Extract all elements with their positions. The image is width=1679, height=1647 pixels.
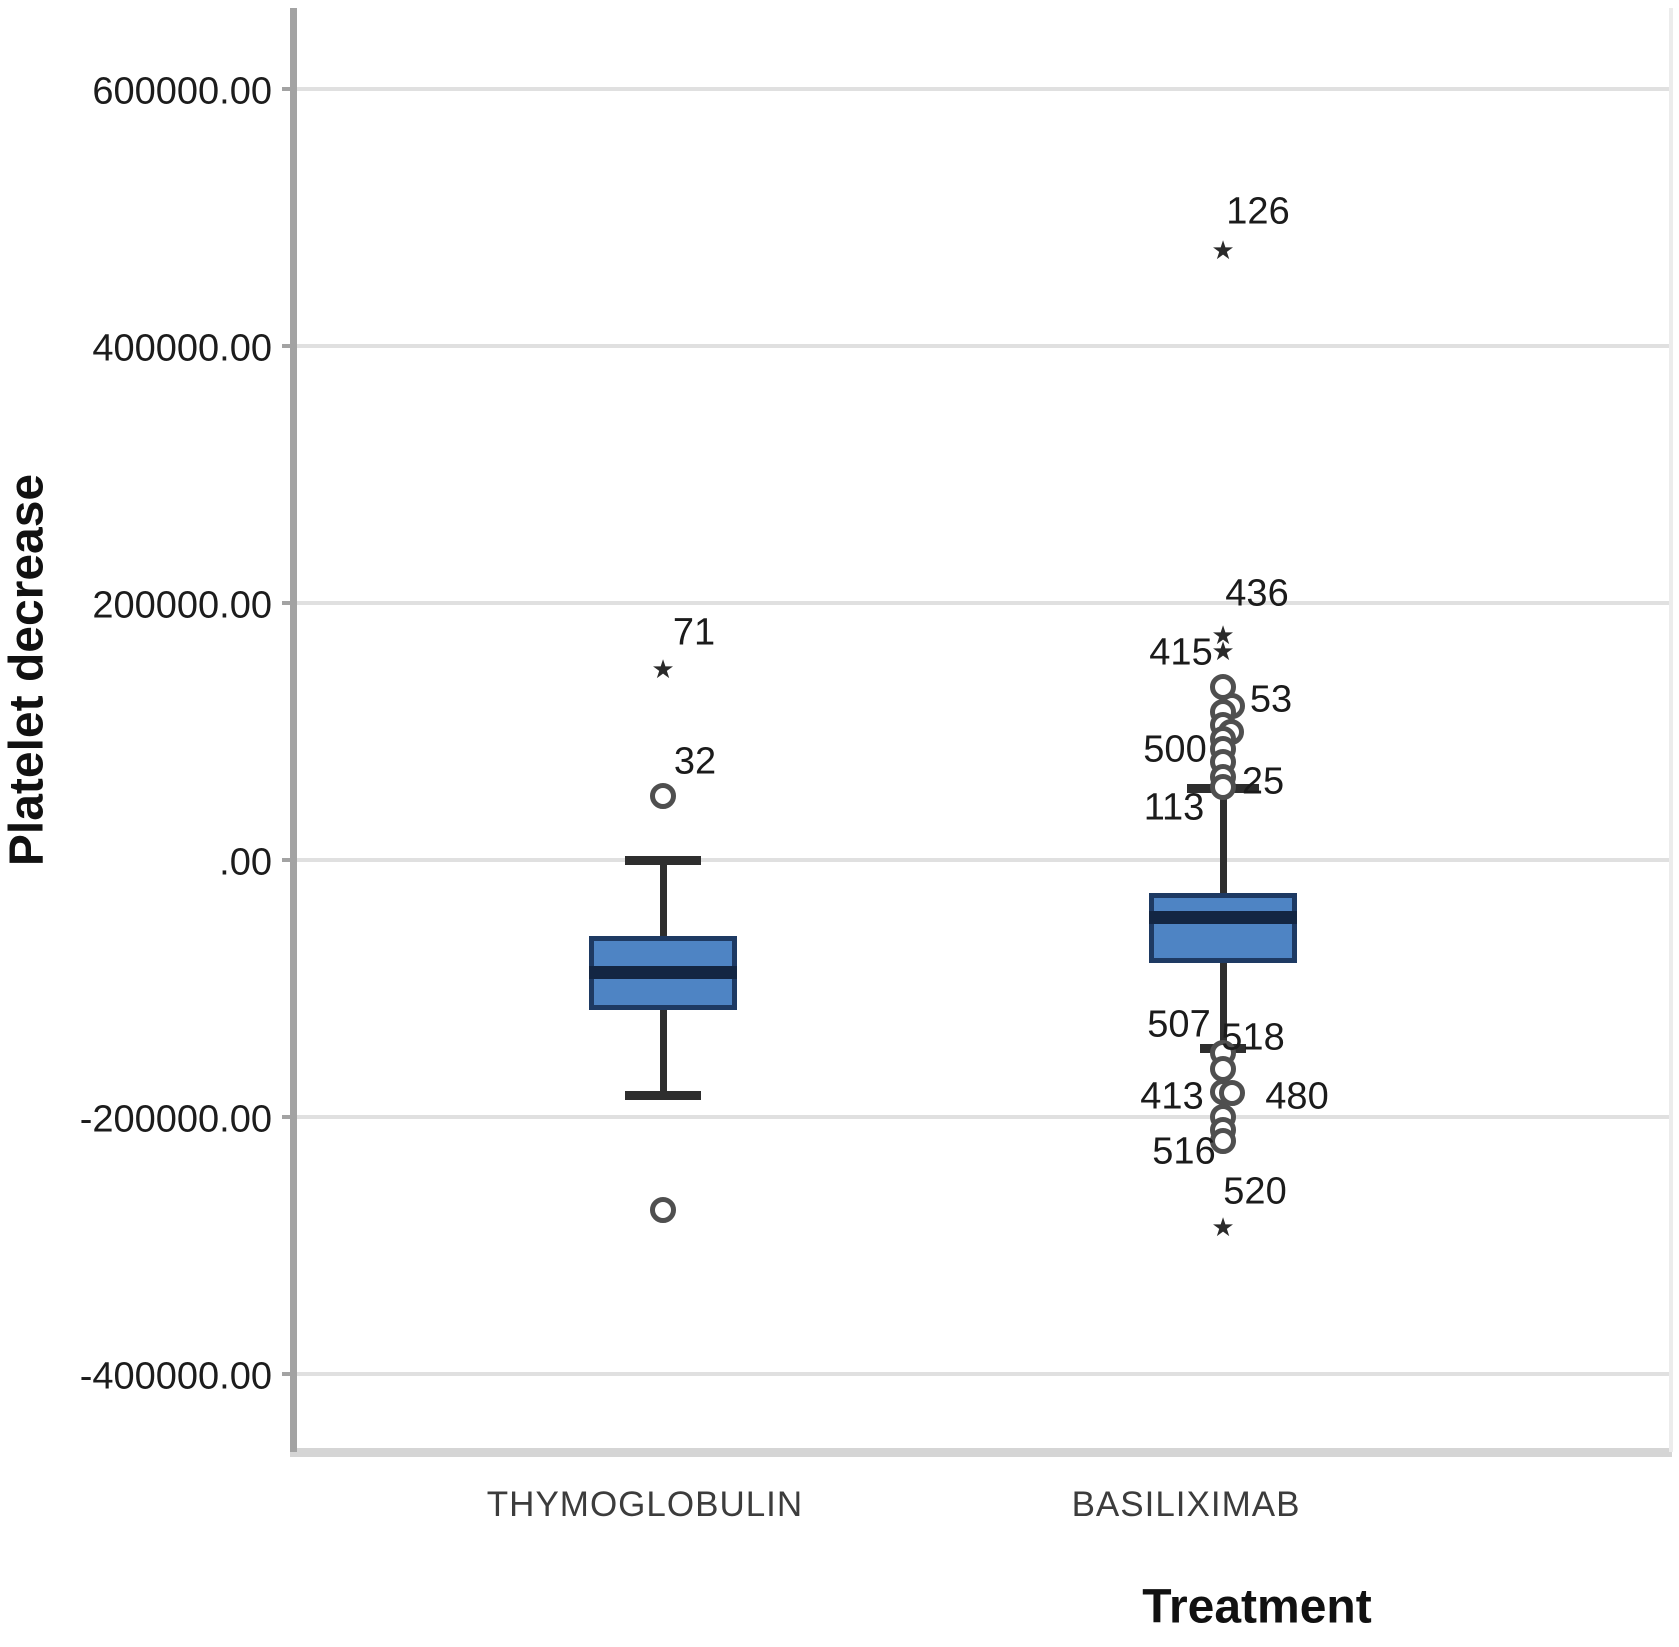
outlier-star-415-marker: ★	[1211, 637, 1235, 668]
plot-right-border	[1669, 8, 1673, 1452]
gridline	[292, 601, 1672, 605]
box-basiliximab	[1149, 893, 1297, 963]
outlier-star-71-marker: ★	[651, 654, 675, 685]
outlier-circle-516-marker	[1210, 1127, 1236, 1154]
y-tick-label: -200000.00	[79, 1098, 272, 1141]
upper-whisker-basiliximab	[1220, 788, 1227, 894]
y-axis-tick	[282, 601, 292, 605]
y-axis-tick	[282, 1372, 292, 1376]
y-tick-label: 200000.00	[92, 584, 272, 627]
gridline	[292, 858, 1672, 862]
gridline	[292, 1372, 1672, 1376]
outlier-label-126: 126	[1226, 190, 1290, 233]
y-tick-label: .00	[219, 841, 272, 884]
outlier-circle-marker	[650, 1196, 676, 1223]
gridline	[292, 87, 1672, 91]
median-line-basiliximab	[1149, 910, 1297, 924]
y-tick-label: 400000.00	[92, 327, 272, 370]
outlier-label-71: 71	[672, 611, 716, 654]
lower-whisker-cap-thymoglobulin	[625, 1091, 701, 1101]
outlier-circle-32-marker	[650, 782, 676, 809]
x-category-label-basiliximab: BASILIXIMAB	[1071, 1485, 1301, 1524]
outlier-label-518: 518	[1221, 1016, 1285, 1059]
outlier-circle-113-marker	[1210, 774, 1236, 801]
plot-bottom-border	[290, 1448, 1672, 1457]
outlier-label-32: 32	[673, 740, 717, 783]
upper-whisker-thymoglobulin	[660, 860, 667, 936]
y-tick-label: -400000.00	[79, 1355, 272, 1398]
y-axis-tick	[282, 344, 292, 348]
y-tick-label: 600000.00	[92, 70, 272, 113]
outlier-label-520: 520	[1223, 1170, 1287, 1213]
outlier-label-516: 516	[1152, 1130, 1216, 1173]
outlier-label-413: 413	[1140, 1075, 1204, 1118]
lower-whisker-basiliximab	[1220, 962, 1227, 1048]
outlier-label-436: 436	[1225, 572, 1289, 615]
outlier-star-520-marker: ★	[1211, 1213, 1235, 1244]
outlier-label-480: 480	[1265, 1075, 1329, 1118]
outlier-label-25: 25	[1241, 760, 1285, 803]
x-axis-title: Treatment	[1142, 1580, 1372, 1634]
outlier-label-507: 507	[1147, 1003, 1211, 1046]
y-axis-tick	[282, 87, 292, 91]
y-axis-tick	[282, 1115, 292, 1119]
y-axis-line	[290, 8, 297, 1452]
outlier-label-113: 113	[1143, 786, 1205, 829]
y-axis-tick	[282, 858, 292, 862]
median-line-thymoglobulin	[589, 965, 737, 979]
y-axis-title: Platelet decrease	[0, 473, 54, 867]
outlier-label-415: 415	[1149, 631, 1213, 674]
x-category-label-thymoglobulin: THYMOGLOBULIN	[486, 1485, 804, 1524]
outlier-label-53: 53	[1249, 678, 1293, 721]
lower-whisker-thymoglobulin	[660, 1010, 667, 1096]
outlier-star-126-marker: ★	[1211, 235, 1235, 266]
outlier-circle-480-marker	[1219, 1079, 1245, 1106]
upper-whisker-cap-thymoglobulin	[625, 856, 701, 865]
gridline	[292, 1115, 1672, 1119]
outlier-label-500: 500	[1143, 728, 1207, 771]
gridline	[292, 344, 1672, 348]
outlier-star-436-marker: ★	[1211, 621, 1235, 652]
